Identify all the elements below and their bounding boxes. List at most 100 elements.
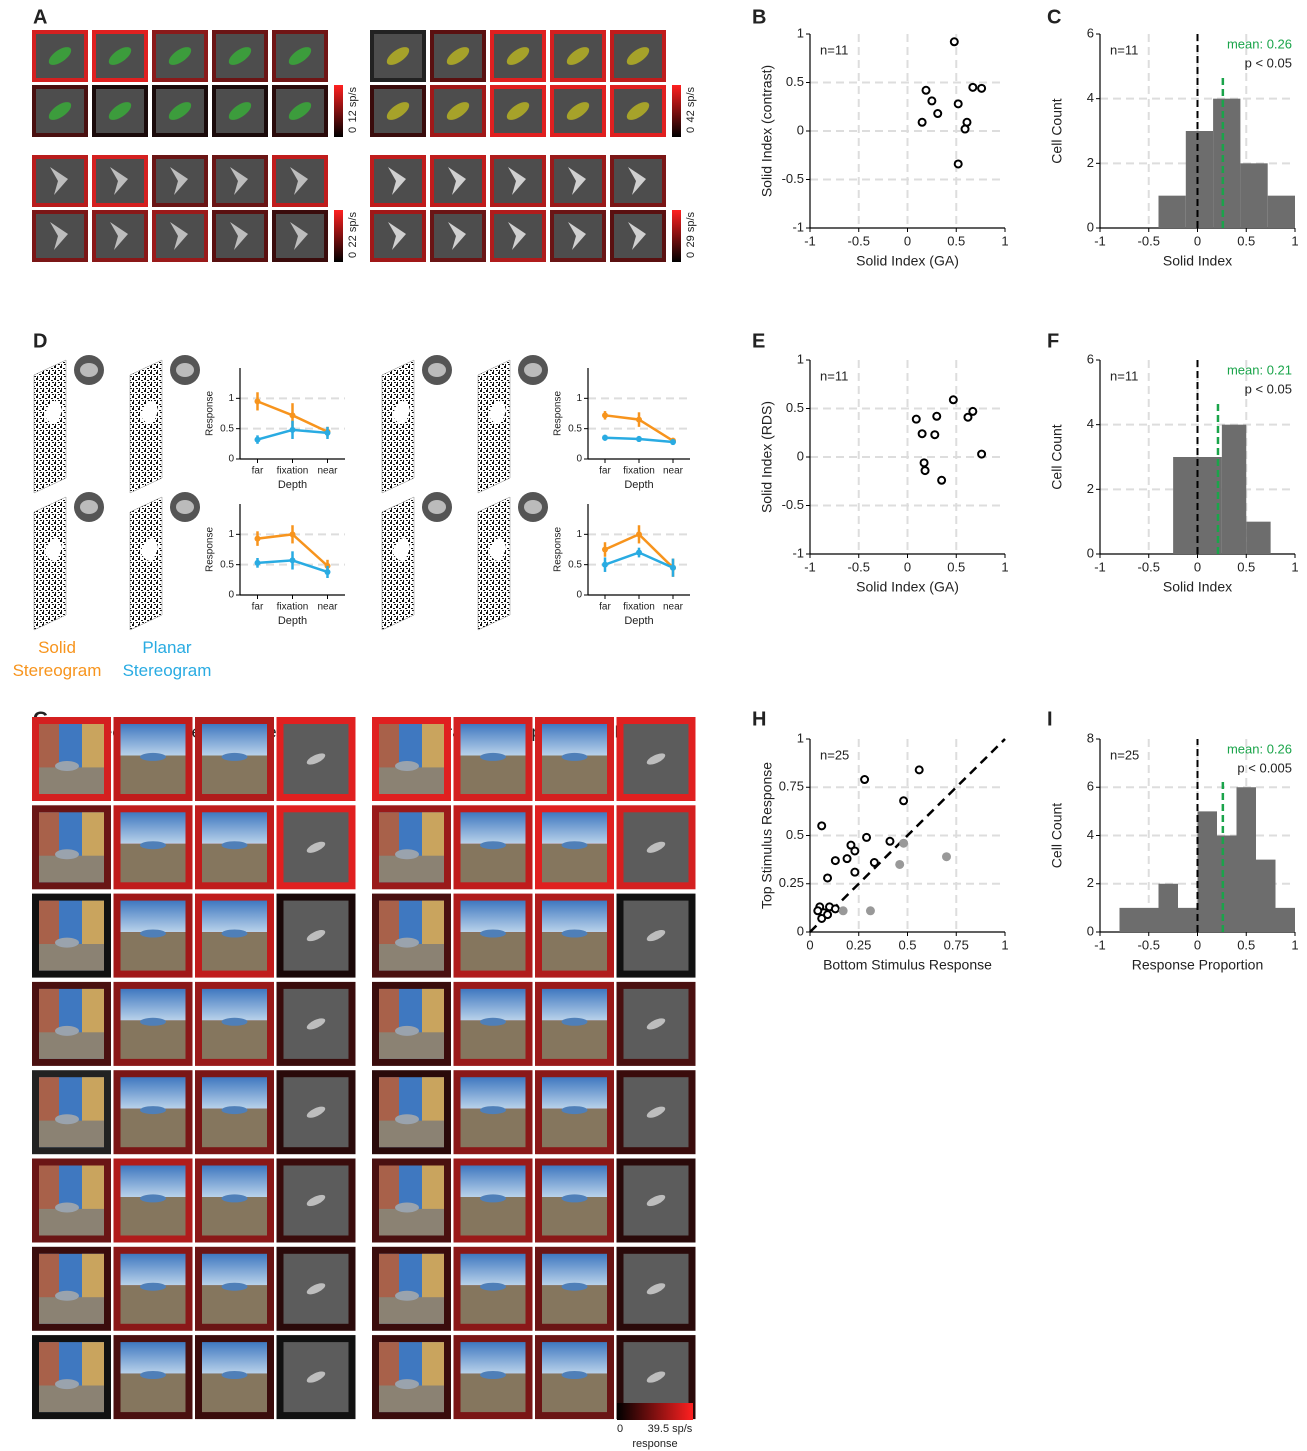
object — [646, 841, 666, 853]
object — [646, 1283, 666, 1295]
object — [395, 849, 419, 860]
shape — [288, 47, 312, 65]
shape — [50, 167, 68, 195]
x-tick-label: -0.5 — [848, 559, 870, 574]
bar — [1256, 859, 1276, 932]
object — [480, 752, 506, 761]
x-tick-label: 1 — [1001, 559, 1008, 574]
object — [646, 1018, 666, 1030]
y-tick-label: 0 — [228, 454, 234, 465]
y-axis-label: Solid Index (contrast) — [759, 65, 775, 197]
chart: -1 -0.5 0 0.5 1 -1 -0.5 0 0.5 1 Solid Index (GA) So… — [759, 351, 1009, 594]
y-tick-label: 0 — [797, 122, 804, 137]
colorbar-label: 12 sp/s — [347, 87, 359, 123]
object — [221, 752, 248, 761]
object — [561, 929, 588, 938]
object — [140, 752, 166, 761]
scene-sky — [120, 1077, 186, 1109]
point — [953, 159, 963, 169]
scene-brick — [379, 988, 399, 1035]
chart: 0 0.5 1 far fixation near Depth Response — [553, 504, 690, 627]
mean-label: mean: 0.26 — [1227, 36, 1292, 51]
stereogram-hole — [392, 538, 410, 561]
p-label: p < 0.05 — [1245, 55, 1292, 70]
scene-floor — [379, 944, 444, 971]
object — [55, 937, 79, 948]
stereogram — [477, 359, 511, 494]
point — [963, 412, 973, 422]
object — [221, 841, 248, 850]
point — [927, 96, 937, 106]
shape — [170, 222, 188, 250]
object — [306, 1194, 326, 1207]
colorbar — [672, 210, 681, 262]
point — [930, 430, 940, 440]
y-axis-label: Response — [553, 391, 564, 436]
x-tick-label: far — [252, 602, 264, 613]
object — [480, 1017, 506, 1026]
x-axis-label: Solid Index — [1163, 579, 1232, 595]
point — [911, 414, 921, 424]
y-tick-label: 1 — [797, 351, 804, 366]
object — [306, 841, 326, 853]
x-axis-label: Response Proportion — [1132, 957, 1264, 973]
bar — [1267, 195, 1295, 228]
object — [480, 1282, 506, 1291]
bar — [1197, 811, 1217, 932]
point — [917, 117, 927, 127]
scene-floor — [39, 767, 104, 794]
scene-wood — [82, 988, 104, 1042]
object — [395, 1025, 419, 1036]
scene-sky — [460, 812, 526, 844]
shape — [168, 47, 192, 65]
y-tick-label: 0 — [797, 923, 804, 938]
point — [602, 434, 608, 441]
point — [914, 765, 924, 775]
scene-ground — [542, 755, 607, 794]
y-tick-label: 0.5 — [220, 559, 234, 570]
bar — [1119, 907, 1139, 932]
x-tick-label: far — [599, 602, 611, 613]
x-tick-label: 1 — [1001, 233, 1008, 248]
p-label: p < 0.05 — [1245, 381, 1292, 396]
object — [561, 1282, 588, 1291]
shape — [290, 167, 308, 195]
shape — [446, 102, 470, 120]
point — [670, 564, 676, 571]
scene-ground — [460, 1197, 526, 1236]
shape — [506, 102, 530, 120]
object — [221, 1017, 248, 1026]
y-axis-label: Cell Count — [1049, 424, 1065, 489]
scene-ground — [542, 1020, 607, 1059]
stereogram — [33, 496, 67, 631]
scene-brick — [39, 1165, 59, 1211]
x-axis-label: Depth — [624, 479, 653, 491]
object — [140, 841, 166, 850]
point — [817, 913, 827, 923]
point — [948, 395, 958, 405]
shape — [388, 222, 406, 250]
y-tick-label: 0.5 — [786, 400, 804, 415]
scene-ground — [120, 1197, 186, 1236]
point — [949, 37, 959, 47]
point — [920, 466, 930, 476]
object — [480, 1106, 506, 1115]
object — [55, 1290, 79, 1301]
y-tick-label: 0 — [797, 448, 804, 463]
y-tick-label: 1 — [797, 730, 804, 745]
scene-wood — [422, 900, 444, 954]
x-axis-label: Depth — [624, 615, 653, 627]
bar — [1213, 98, 1241, 229]
panel-label: B — [752, 6, 766, 28]
y-axis-label: Cell Count — [1049, 803, 1065, 868]
object — [221, 1371, 248, 1379]
y-axis-label: Response — [553, 527, 564, 572]
colorbar-label: 0 — [685, 127, 697, 133]
object — [140, 1017, 166, 1026]
stereogram-hole — [488, 401, 506, 424]
panel-label: C — [1047, 6, 1061, 28]
x-tick-label: 0 — [1194, 559, 1201, 574]
x-tick-label: 0.5 — [1237, 233, 1255, 248]
y-tick-label: -0.5 — [782, 171, 804, 186]
scene-sky — [202, 900, 267, 933]
